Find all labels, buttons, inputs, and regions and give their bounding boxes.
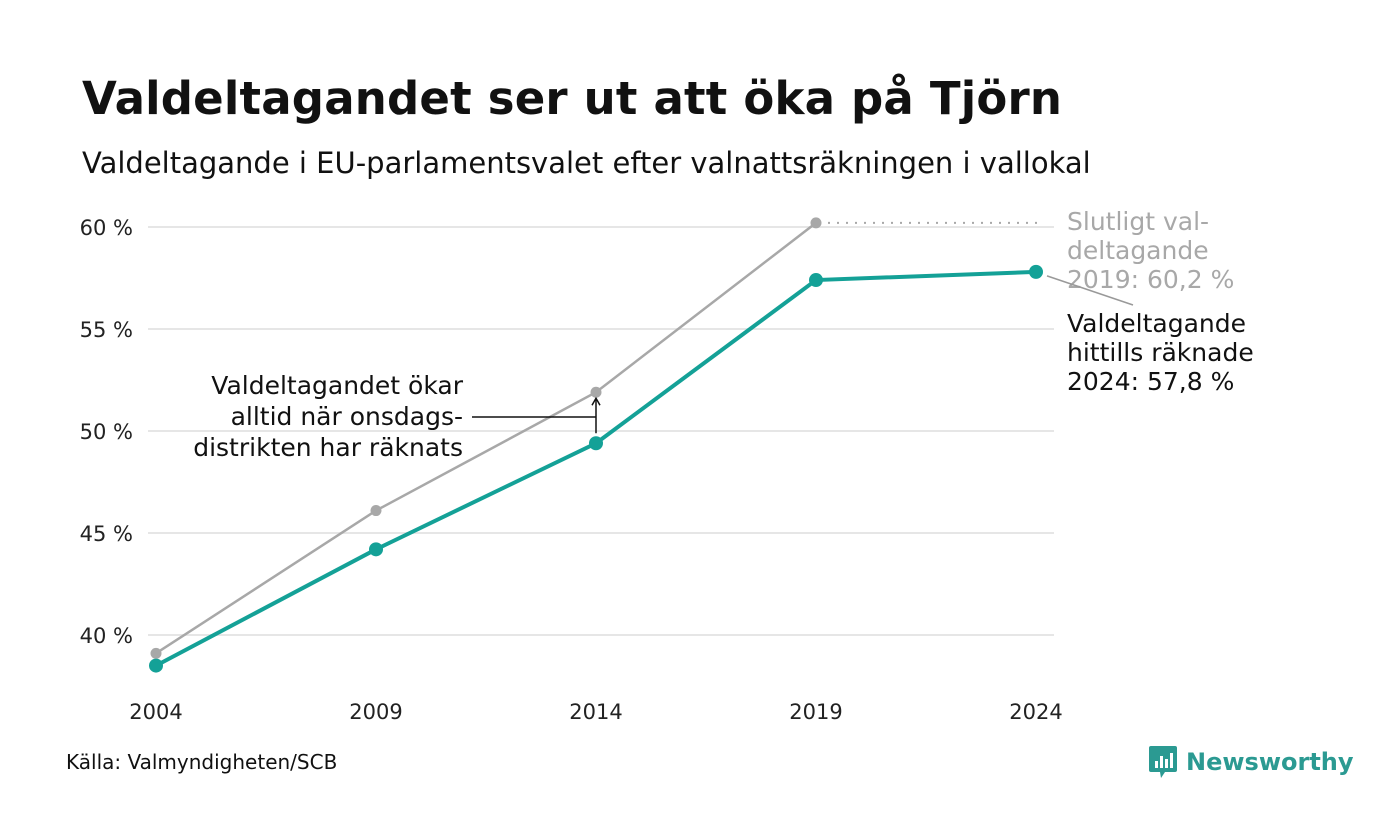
line-chart: 40 % 45 % 50 % 55 % 60 % 2004 2009 2014 2019 2024… [80,207,1254,724]
y-tick-label: 50 % [80,420,133,444]
gap-note: alltid när onsdags- [231,402,463,431]
y-tick-label: 60 % [80,216,133,240]
x-tick-label: 2009 [349,700,402,724]
data-point-final [810,217,822,229]
data-point-current [809,273,823,288]
brand-name: Newsworthy [1186,748,1354,776]
current-label-leader [1046,275,1134,306]
current-series-label: 2024: 57,8 % [1067,367,1234,396]
gap-note: Valdeltagandet ökar [211,371,463,400]
current-series-label: hittills räknade [1067,338,1254,367]
chart-subtitle: Valdeltagande i EU-parlamentsvalet efter… [82,146,1091,180]
data-point-final [590,386,602,398]
data-point-current [149,658,163,673]
data-point-current [589,436,603,451]
final-series-label: 2019: 60,2 % [1067,265,1234,294]
chart-title: Valdeltagandet ser ut att öka på Tjörn [82,72,1063,125]
newsworthy-logo-icon [1149,746,1177,778]
data-point-current [1029,264,1043,279]
series-line-current [155,269,1037,668]
final-series-label: deltagande [1067,236,1209,265]
y-tick-label: 45 % [80,522,133,546]
y-tick-label: 55 % [80,318,133,342]
brand-logo: Newsworthy [1148,744,1354,780]
x-tick-label: 2004 [129,700,182,724]
x-tick-label: 2014 [569,700,622,724]
final-series-label: Slutligt val- [1067,207,1209,236]
source-note: Källa: Valmyndigheten/SCB [66,750,338,774]
data-point-current [369,542,383,557]
data-point-final [370,505,382,517]
gap-arrow-head [591,396,601,406]
y-tick-label: 40 % [80,624,133,648]
gap-note: distrikten har räknats [193,433,463,462]
x-tick-label: 2024 [1009,700,1062,724]
data-point-final [150,647,162,659]
x-tick-label: 2019 [789,700,842,724]
current-series-label: Valdeltagande [1067,309,1246,338]
series-line-final [155,221,817,655]
